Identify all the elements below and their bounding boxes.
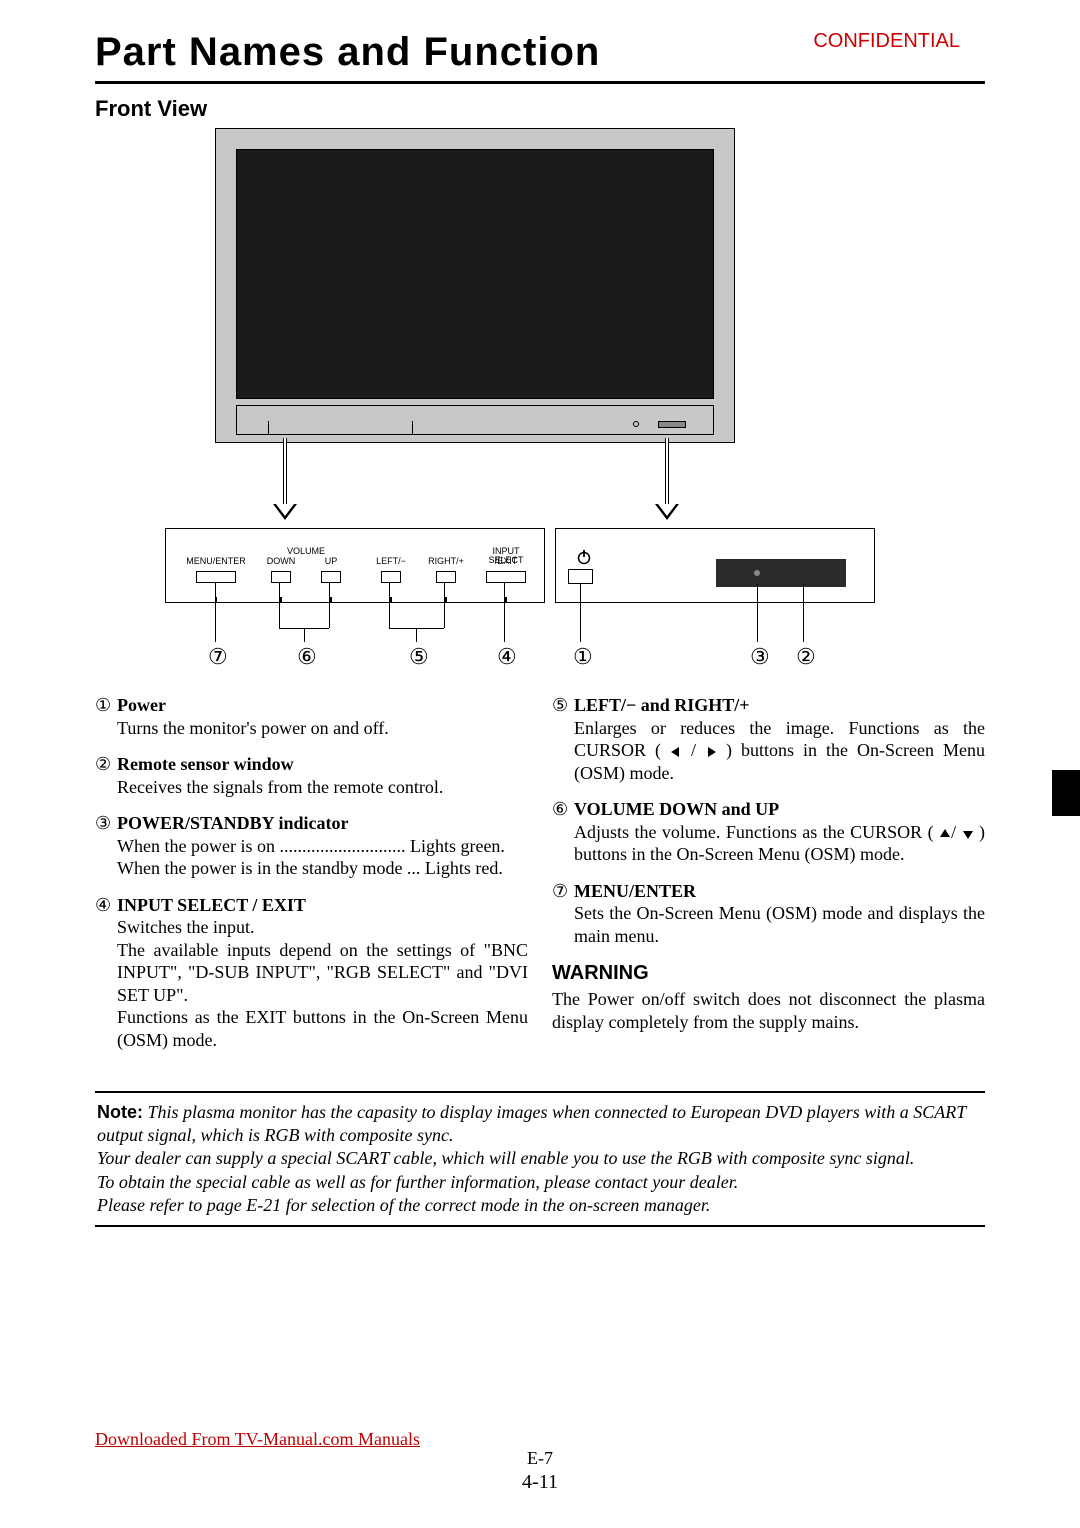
callout-3: ③ [750,644,770,670]
description-columns: ①Power Turns the monitor's power on and … [95,694,985,1065]
arrow-left-icon [670,746,682,758]
item-menu-enter: ⑦MENU/ENTER Sets the On-Screen Menu (OSM… [552,880,985,948]
page-number: 4-11 [95,1471,985,1494]
btn-down [271,571,291,583]
arrow-to-right-panel [655,438,679,520]
monitor-outline [215,128,735,443]
leader-2 [803,584,804,642]
callout-1: ① [573,644,593,670]
btn-menu-enter [196,571,236,583]
btn-up [321,571,341,583]
lbl-down: DOWN [267,557,296,566]
sensor-window-box [716,559,846,587]
callout-6: ⑥ [297,644,317,670]
item-power-standby: ③POWER/STANDBY indicator When the power … [95,812,528,880]
arrow-right-icon [705,746,717,758]
leader-7 [215,582,216,642]
leader-4 [504,582,505,642]
callout-5: ⑤ [409,644,429,670]
callout-2: ② [796,644,816,670]
bezel-sensor-slot [658,421,686,428]
controls-panel-right [555,528,875,603]
confidential-label: CONFIDENTIAL [813,30,960,53]
power-icon [576,549,592,568]
controls-panel-left: MENU/ENTER VOLUME DOWN UP LEFT/− RIGHT/+… [165,528,545,603]
item-volume: ⑥VOLUME DOWN and UP Adjusts the volume. … [552,798,985,866]
bezel-indicator-dot [633,421,639,427]
item-remote-sensor: ②Remote sensor window Receives the signa… [95,753,528,798]
leader-6b [329,582,330,628]
arrow-down-icon [962,828,974,840]
btn-left [381,571,401,583]
warning-body: The Power on/off switch does not disconn… [552,988,985,1033]
left-column: ①Power Turns the monitor's power on and … [95,694,528,1065]
lbl-exit: /EXIT [495,557,518,566]
leader-5b [444,582,445,628]
btn-input-select [486,571,526,583]
subhead-front-view: Front View [95,96,985,122]
item-left-right: ⑤LEFT/− and RIGHT/+ Enlarges or reduces … [552,694,985,784]
item-power: ①Power Turns the monitor's power on and … [95,694,528,739]
note-section: Note: This plasma monitor has the capasi… [95,1091,985,1227]
warning-heading: WARNING [552,961,985,986]
page-code: E-7 [95,1448,985,1469]
page-footer: Downloaded From TV-Manual.com Manuals E-… [95,1429,985,1494]
leader-3 [757,584,758,642]
power-button-box [568,569,593,584]
edge-tab [1052,770,1080,816]
front-view-diagram: MENU/ENTER VOLUME DOWN UP LEFT/− RIGHT/+… [95,128,985,688]
screen-area [236,149,714,399]
callout-4: ④ [497,644,517,670]
leader-6a [279,582,280,628]
note-label: Note: [97,1102,143,1122]
callout-7: ⑦ [208,644,228,670]
bezel-controls [268,421,413,435]
right-column: ⑤LEFT/− and RIGHT/+ Enlarges or reduces … [552,694,985,1065]
lbl-right: RIGHT/+ [428,557,464,566]
item-input-select: ④INPUT SELECT / EXIT Switches the input.… [95,894,528,1052]
arrow-to-left-panel [273,438,297,520]
leader-5a [389,582,390,628]
btn-right [436,571,456,583]
lbl-menu-enter: MENU/ENTER [186,557,246,566]
arrow-up-icon [939,828,951,840]
leader-1 [580,584,581,642]
lbl-left: LEFT/− [376,557,406,566]
title-rule [95,81,985,84]
download-link[interactable]: Downloaded From TV-Manual.com Manuals [95,1429,420,1449]
lbl-up: UP [325,557,338,566]
